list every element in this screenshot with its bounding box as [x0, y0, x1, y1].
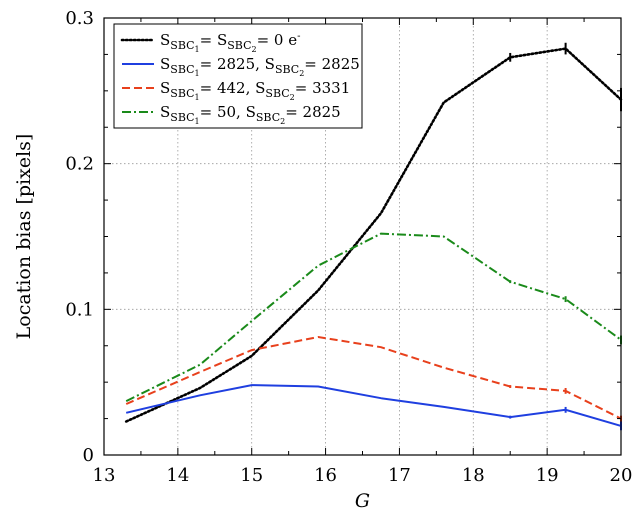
y-tick-label: 0.3 — [65, 8, 94, 29]
legend-box — [113, 23, 363, 129]
x-tick-label: 16 — [314, 465, 337, 486]
y-tick-label: 0.1 — [65, 299, 94, 320]
legend-label: SSBC1= 50, SSBC2= 2825 — [160, 103, 341, 126]
legend-entry: SSBC1= 50, SSBC2= 2825 — [122, 103, 341, 126]
y-tick-label: 0.2 — [65, 154, 94, 175]
y-axis-label: Location bias [pixels] — [13, 134, 35, 340]
y-tick-label: 0 — [83, 445, 94, 466]
x-tick-label: 17 — [388, 465, 411, 486]
series-line — [125, 232, 622, 402]
series-line — [125, 384, 622, 427]
x-tick-label: 15 — [240, 465, 263, 486]
legend-entry: SSBC1= 2825, SSBC2= 2825 — [122, 55, 360, 78]
legend-entry: SSBC1= SSBC2= 0 e- — [120, 31, 301, 54]
x-tick-label: 13 — [93, 465, 116, 486]
legend: SSBC1= SSBC2= 0 e-SSBC1= 2825, SSBC2= 28… — [113, 23, 363, 129]
x-tick-label: 19 — [536, 465, 559, 486]
legend-label: SSBC1= 2825, SSBC2= 2825 — [160, 55, 360, 78]
legend-label: SSBC1= 442, SSBC2= 3331 — [160, 79, 350, 102]
series-line — [125, 335, 622, 420]
ticks: 13 14 15 16 17 18 19 20 0 0.1 0.2 0.3 — [65, 8, 632, 486]
x-tick-label: 14 — [166, 465, 189, 486]
series-layer — [124, 42, 623, 431]
x-tick-label: 18 — [462, 465, 485, 486]
legend-entry: SSBC1= 442, SSBC2= 3331 — [122, 79, 350, 102]
series-line — [124, 47, 623, 423]
legend-label: SSBC1= SSBC2= 0 e- — [160, 31, 301, 54]
x-axis-label: G — [355, 490, 370, 512]
x-tick-label: 20 — [610, 465, 633, 486]
